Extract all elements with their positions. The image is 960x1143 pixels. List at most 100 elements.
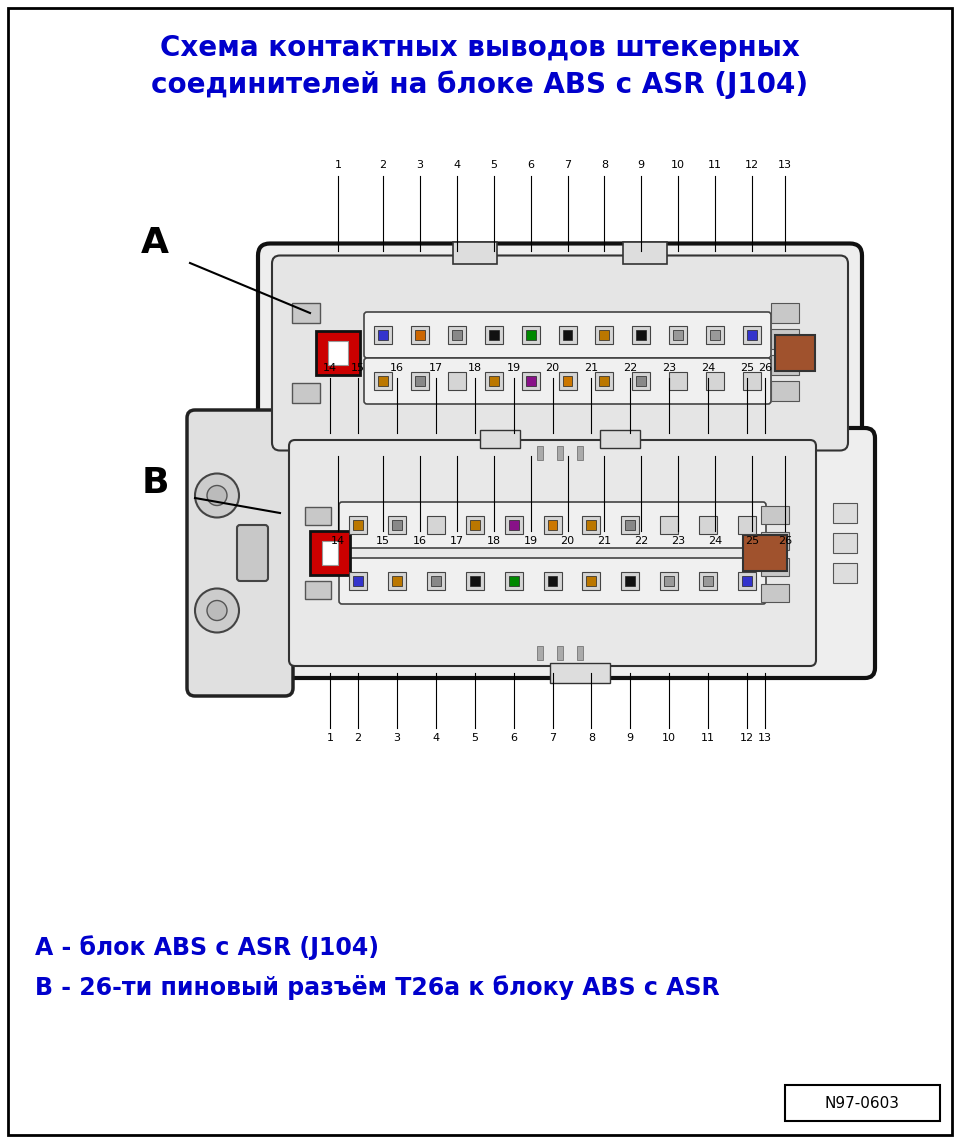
Text: А - блок ABS с ASR (J104): А - блок ABS с ASR (J104) [35,936,379,960]
Text: 20: 20 [561,536,575,545]
Bar [349,572,367,590]
Text: 8: 8 [588,733,595,743]
Bar [761,584,789,602]
Bar [633,371,650,390]
Bar [599,330,610,339]
Text: 10: 10 [671,160,685,170]
Text: 24: 24 [708,536,722,545]
Circle shape [207,486,227,505]
Text: 9: 9 [627,733,634,743]
Text: 12: 12 [745,160,759,170]
Bar [378,376,388,386]
Bar [563,376,572,386]
Bar [583,572,600,590]
Bar [505,572,522,590]
Bar [771,329,799,349]
Bar [623,241,667,264]
Bar [415,330,425,339]
Text: 9: 9 [637,160,645,170]
Text: 17: 17 [449,536,464,545]
Text: 14: 14 [323,363,337,373]
Bar [595,326,613,344]
Bar [699,572,717,590]
Bar [577,446,583,459]
Text: 15: 15 [351,363,365,373]
Text: 5: 5 [491,160,497,170]
Bar [489,376,498,386]
Bar [738,515,756,534]
Text: 11: 11 [708,160,722,170]
Bar [559,326,577,344]
Bar [469,576,480,586]
Bar [625,576,636,586]
Bar [310,531,350,575]
FancyBboxPatch shape [364,312,771,358]
Bar [521,371,540,390]
Bar [550,663,610,684]
Bar [660,572,678,590]
Text: 6: 6 [510,733,517,743]
Text: 2: 2 [379,160,387,170]
Bar [559,371,577,390]
Circle shape [195,473,239,518]
Bar [305,507,331,525]
Bar [563,330,572,339]
Bar [526,330,536,339]
Text: 3: 3 [394,733,400,743]
Bar [485,326,503,344]
Bar [447,326,466,344]
Bar [743,371,761,390]
Bar [447,371,466,390]
Bar [600,430,640,448]
Bar [833,533,857,553]
Bar [557,446,563,459]
Bar [509,520,518,530]
Text: 21: 21 [585,363,598,373]
Text: 22: 22 [635,536,648,545]
Bar [489,330,498,339]
Bar [374,326,392,344]
Text: 25: 25 [740,363,754,373]
Bar [388,515,406,534]
Bar [547,520,558,530]
Text: 16: 16 [390,363,404,373]
Text: 11: 11 [701,733,715,743]
Bar [743,326,761,344]
Bar [633,326,650,344]
Bar [353,576,363,586]
Text: 3: 3 [417,160,423,170]
Text: 10: 10 [662,733,676,743]
Bar [673,330,684,339]
Bar [669,326,687,344]
Circle shape [207,600,227,621]
Bar [775,335,815,371]
Text: 24: 24 [701,363,715,373]
FancyBboxPatch shape [339,502,766,547]
Bar [699,515,717,534]
Bar [415,376,425,386]
Bar [785,1085,940,1121]
Bar [669,371,687,390]
Bar [543,572,562,590]
Text: 25: 25 [745,536,759,545]
Bar [392,520,402,530]
Bar [761,531,789,550]
Text: 23: 23 [671,536,685,545]
Bar [469,520,480,530]
Text: 20: 20 [545,363,560,373]
FancyBboxPatch shape [289,440,816,666]
Bar [388,572,406,590]
Bar [771,381,799,401]
Bar [537,646,543,660]
Bar [452,330,462,339]
Bar [521,326,540,344]
Bar [392,576,402,586]
Bar [411,326,429,344]
Text: 16: 16 [413,536,427,545]
Text: 4: 4 [453,160,461,170]
Text: A: A [141,226,169,259]
Text: 1: 1 [334,160,342,170]
Text: 21: 21 [597,536,612,545]
FancyBboxPatch shape [272,256,848,450]
Bar [466,572,484,590]
